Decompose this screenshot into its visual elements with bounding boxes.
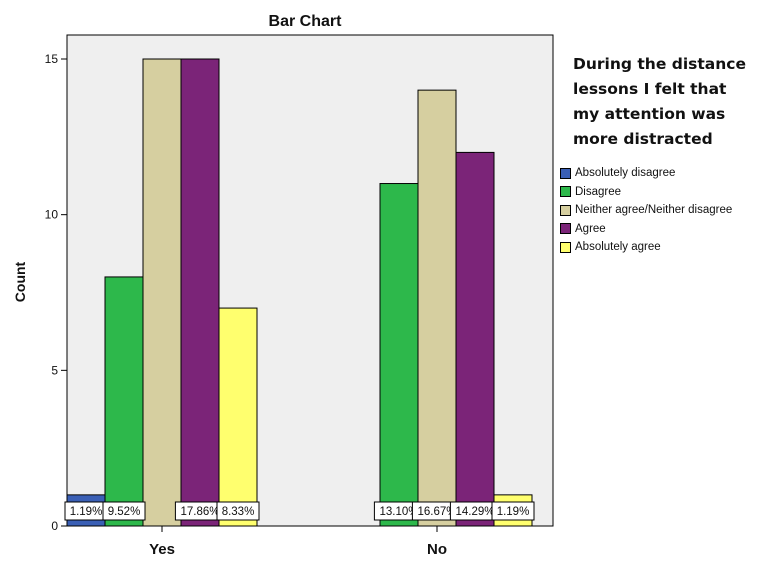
y-tick-label: 15 bbox=[45, 52, 59, 66]
data-label: 14.29% bbox=[449, 501, 501, 521]
legend-label: Neither agree/Neither disagree bbox=[575, 204, 733, 217]
legend-swatch bbox=[560, 241, 571, 253]
x-axis: Yes No bbox=[149, 526, 447, 558]
legend-label: Absolutely disagree bbox=[575, 167, 676, 180]
bar bbox=[379, 183, 419, 527]
data-label: 1.19% bbox=[491, 501, 535, 521]
bar bbox=[455, 151, 495, 527]
data-label: 16.67% bbox=[411, 501, 463, 521]
legend-swatch bbox=[560, 186, 571, 198]
svg-text:14.29%: 14.29% bbox=[455, 506, 494, 518]
bar bbox=[218, 307, 258, 527]
legend-label: Disagree bbox=[575, 185, 622, 198]
svg-text:9.52%: 9.52% bbox=[108, 506, 141, 518]
svg-text:1.19%: 1.19% bbox=[70, 506, 103, 518]
data-labels: 1.19% 9.52% 17.86% 8.33% 13.10%16.67%14.29% 1… bbox=[64, 501, 535, 521]
legend-item: Disagree bbox=[560, 183, 756, 202]
data-label: 1.19% bbox=[64, 501, 108, 521]
legend-item: Agree bbox=[560, 220, 756, 239]
legend-swatch bbox=[560, 167, 571, 179]
y-tick-label: 0 bbox=[51, 519, 58, 533]
bar bbox=[104, 276, 144, 527]
svg-text:1.19%: 1.19% bbox=[497, 506, 530, 518]
legend-swatch bbox=[560, 223, 571, 235]
data-label: 9.52% bbox=[102, 501, 146, 521]
legend-label: Absolutely agree bbox=[575, 241, 661, 254]
legend-item: Absolutely agree bbox=[560, 238, 756, 257]
legend-label: Agree bbox=[575, 222, 606, 235]
svg-text:16.67%: 16.67% bbox=[417, 506, 456, 518]
bar bbox=[142, 58, 182, 527]
svg-text:17.86%: 17.86% bbox=[180, 506, 219, 518]
bar bbox=[180, 58, 220, 527]
bars bbox=[66, 58, 533, 527]
y-axis: 0 5 10 15 bbox=[45, 52, 67, 533]
data-label: 17.86% bbox=[174, 501, 226, 521]
x-tick-label: No bbox=[427, 541, 447, 558]
y-axis-label: Count bbox=[12, 261, 28, 302]
legend-swatch bbox=[560, 204, 571, 216]
chart-title: Bar Chart bbox=[269, 13, 343, 30]
legend-item: Neither agree/Neither disagree bbox=[560, 201, 756, 220]
y-tick-label: 10 bbox=[45, 208, 59, 222]
x-tick-label: Yes bbox=[149, 541, 175, 558]
data-label: 8.33% bbox=[216, 501, 260, 521]
svg-text:13.10%: 13.10% bbox=[379, 506, 418, 518]
legend-items: Absolutely disagree Disagree Neither agree… bbox=[560, 164, 756, 257]
bar bbox=[417, 89, 457, 527]
legend-title: During the distance lessons I felt that … bbox=[573, 55, 746, 148]
legend-item: Absolutely disagree bbox=[560, 164, 756, 183]
data-label: 13.10% bbox=[373, 501, 425, 521]
y-tick-label: 5 bbox=[51, 363, 58, 377]
svg-text:8.33%: 8.33% bbox=[222, 506, 255, 518]
legend: During the distance lessons I felt that … bbox=[560, 52, 756, 257]
